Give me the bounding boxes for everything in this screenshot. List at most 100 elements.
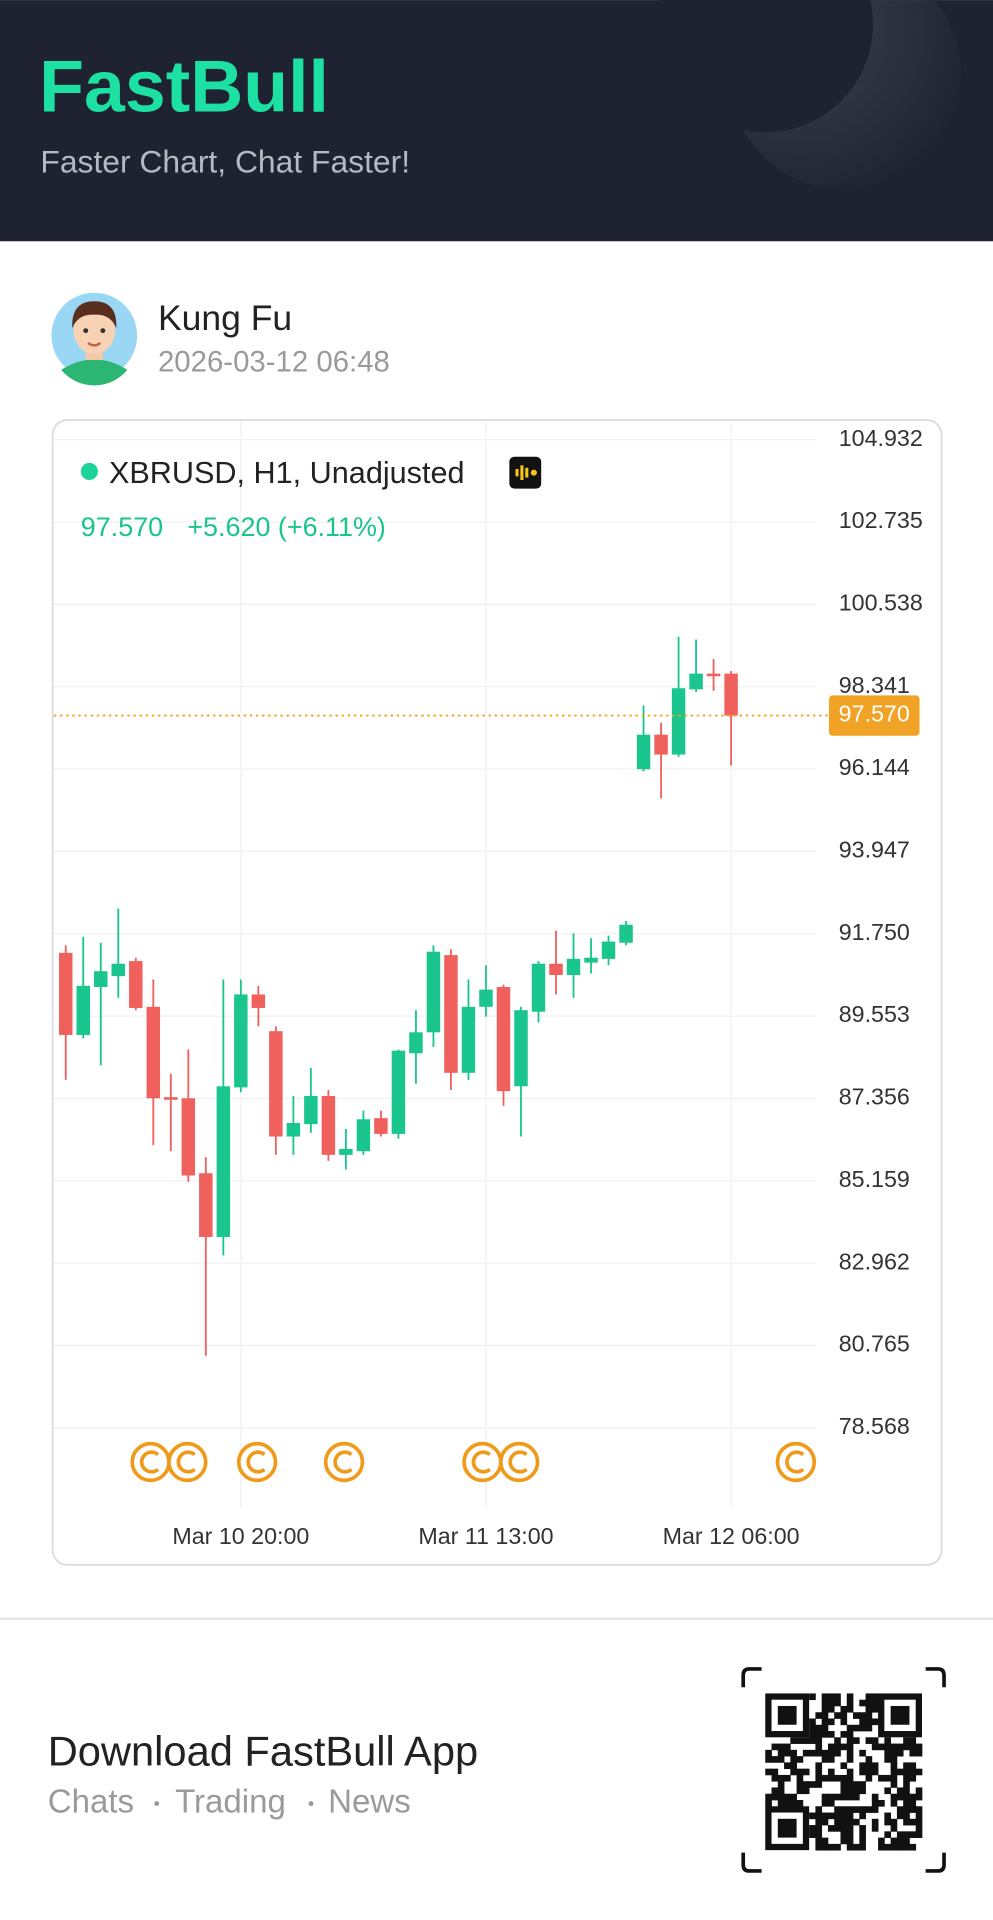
qr-module: [784, 1743, 791, 1751]
qr-module: [865, 1712, 873, 1719]
qr-module: [903, 1806, 910, 1813]
tagline: Faster Chart, Chat Faster!: [40, 144, 410, 180]
qr-module: [834, 1774, 841, 1782]
y-tick-label: 91.750: [839, 919, 910, 945]
qr-module: [853, 1793, 860, 1801]
qr-finder: [765, 1806, 810, 1851]
qr-module: [903, 1787, 910, 1795]
qr-module: [846, 1818, 854, 1826]
qr-module: [821, 1693, 829, 1701]
logo: FastBull: [39, 44, 329, 127]
qr-module: [827, 1812, 835, 1820]
qr-module: [815, 1831, 823, 1838]
event-icon-mark: [471, 1450, 491, 1474]
qr-module: [815, 1825, 823, 1832]
candle-body: [146, 1006, 161, 1099]
qr-module: [865, 1774, 873, 1782]
qr-module: [777, 1756, 785, 1763]
qr-module: [859, 1699, 866, 1707]
qr-module: [915, 1768, 923, 1776]
qr-module: [765, 1768, 772, 1776]
qr-module: [840, 1825, 848, 1832]
qr-finder: [878, 1693, 922, 1738]
event-icon: [462, 1441, 503, 1483]
qr-module: [909, 1743, 917, 1751]
qr-module: [821, 1712, 829, 1719]
candle-body: [619, 924, 633, 943]
candle-body: [426, 951, 441, 1033]
qr-module: [802, 1737, 810, 1744]
qr-module: [846, 1731, 854, 1738]
qr-module: [765, 1749, 772, 1757]
qr-module: [846, 1693, 854, 1701]
candle-body: [374, 1118, 388, 1134]
qr-module: [815, 1812, 823, 1820]
qr-module: [821, 1756, 829, 1763]
qr-module: [815, 1737, 823, 1744]
y-tick-label: 82.962: [839, 1248, 910, 1274]
qr-module: [790, 1768, 797, 1776]
candle-body: [304, 1096, 318, 1125]
qr-module: [784, 1749, 791, 1757]
qr-module: [859, 1749, 866, 1757]
qr-finder: [890, 1705, 910, 1725]
candle-body: [689, 673, 703, 690]
qr-module: [840, 1774, 848, 1782]
qr-module: [853, 1724, 860, 1732]
qr-module: [840, 1743, 848, 1751]
qr-module: [903, 1793, 910, 1801]
author: Kung Fu: [158, 298, 292, 338]
x-tick-label: Mar 10 20:00: [172, 1523, 309, 1549]
qr-module: [890, 1749, 898, 1757]
qr-module: [846, 1806, 854, 1813]
candle-body: [496, 986, 511, 1092]
candle-body: [391, 1050, 406, 1134]
qr-module: [909, 1793, 917, 1801]
qr-module: [903, 1737, 910, 1744]
qr-module: [840, 1762, 848, 1770]
qr-module: [827, 1699, 835, 1707]
event-icon: [498, 1441, 540, 1483]
candle-body: [164, 1097, 178, 1100]
candle-body: [461, 1006, 476, 1073]
overlay: 78.568 80.765 82.962 85.159 87.356 89.553 91.7…: [53, 425, 923, 1549]
footer-link: News: [328, 1783, 411, 1820]
qr-module: [878, 1799, 885, 1807]
qr-module: [840, 1787, 848, 1795]
qr-module: [809, 1737, 816, 1744]
candle-body: [531, 963, 546, 1012]
qr-module: [809, 1831, 816, 1838]
qr-module: [903, 1762, 910, 1770]
post-time: 2026-03-12 06:48: [158, 345, 390, 378]
qr-module: [771, 1756, 779, 1763]
qr-module: [827, 1731, 835, 1738]
qr-module: [909, 1831, 917, 1838]
qr-module: [846, 1825, 854, 1832]
qr-module: [859, 1837, 866, 1845]
qr-module: [846, 1724, 854, 1732]
candle-body: [181, 1098, 196, 1176]
candle-body: [584, 957, 598, 963]
qr-module: [796, 1768, 804, 1776]
candle-body: [514, 1010, 528, 1087]
qr-module: [915, 1818, 923, 1826]
qr-module: [896, 1743, 904, 1751]
qr-module: [777, 1793, 785, 1801]
qr-module: [846, 1787, 854, 1795]
qr-module: [871, 1793, 879, 1801]
qr-module: [909, 1749, 917, 1757]
qr-module: [821, 1699, 829, 1707]
qr-module: [790, 1793, 797, 1801]
qr-module: [809, 1781, 816, 1788]
qr-module: [834, 1812, 841, 1820]
qr-module: [827, 1693, 835, 1701]
qr-module: [859, 1825, 866, 1832]
qr-module: [815, 1837, 823, 1845]
qr-module: [896, 1749, 904, 1757]
qr-module: [909, 1843, 917, 1851]
qr-module: [827, 1843, 835, 1851]
qr-module: [878, 1743, 885, 1751]
candle-body: [444, 955, 458, 1073]
